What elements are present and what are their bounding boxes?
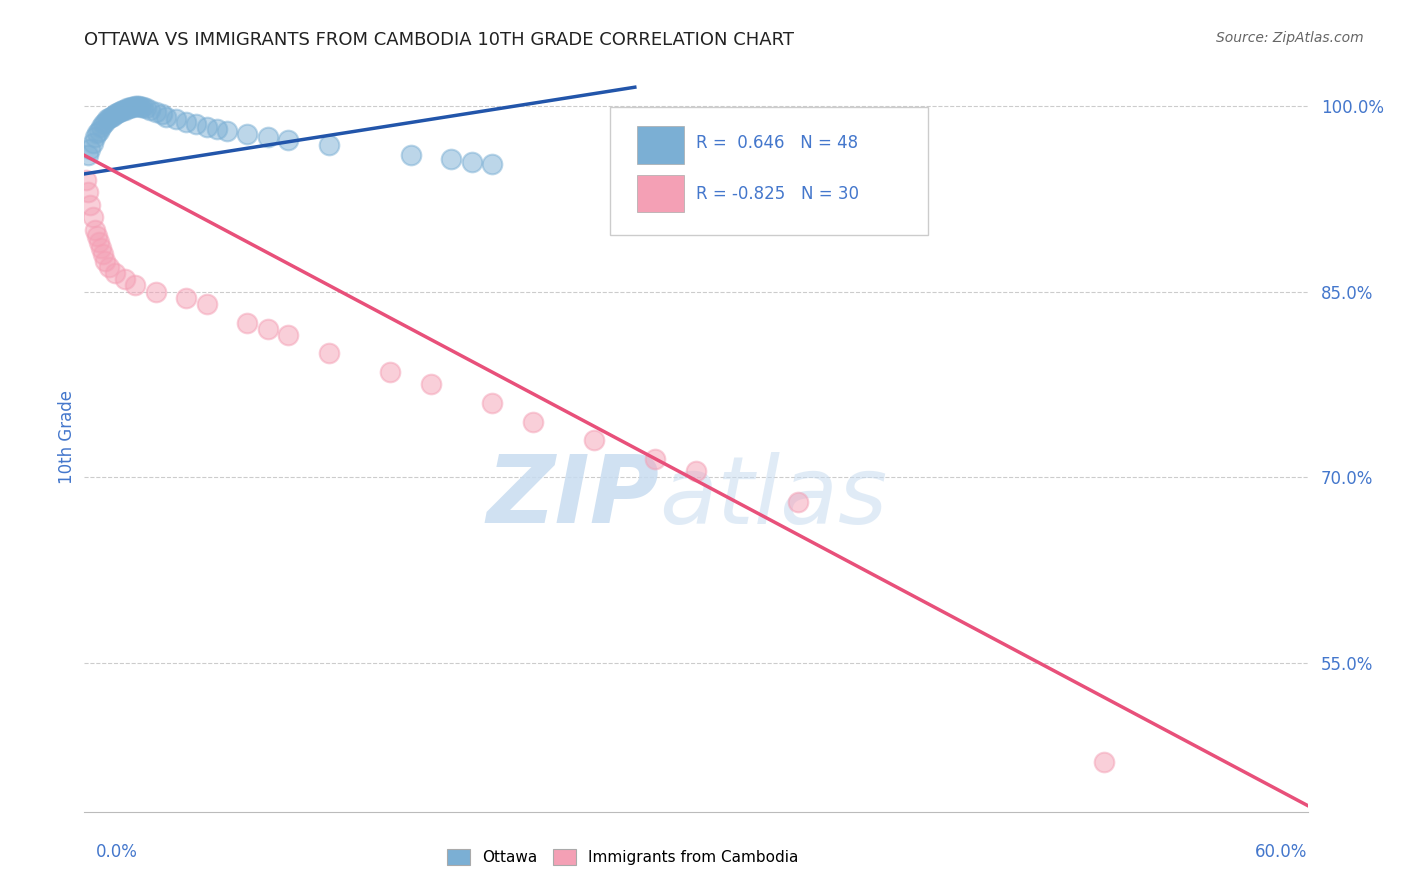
Point (110, 103, 132, 118)
Point (120, 100, 142, 114)
Text: ZIP: ZIP (486, 451, 659, 543)
Point (101, 109, 124, 123)
Point (97, 111, 120, 125)
Point (174, 115, 197, 129)
Point (277, 327, 299, 342)
Point (124, 99, 146, 113)
Point (93, 115, 115, 129)
Text: OTTAWA VS IMMIGRANTS FROM CAMBODIA 10TH GRADE CORRELATION CHART: OTTAWA VS IMMIGRANTS FROM CAMBODIA 10TH … (84, 31, 794, 49)
Point (86, 228, 108, 243)
Point (105, 106, 128, 120)
Point (138, 103, 160, 117)
Point (128, 99, 150, 113)
Point (145, 105, 167, 120)
Point (277, 133, 299, 147)
Point (420, 377, 443, 392)
Point (115, 101, 138, 115)
Point (93, 253, 115, 268)
Point (174, 291, 197, 305)
Point (87, 123, 110, 137)
Point (79, 142, 101, 156)
FancyBboxPatch shape (637, 175, 683, 212)
Point (79, 198, 101, 212)
Point (86, 126, 108, 140)
Point (145, 285, 167, 299)
Point (165, 112, 187, 127)
Point (91, 247, 114, 261)
Point (104, 107, 127, 121)
Point (118, 101, 141, 115)
Point (108, 105, 131, 120)
Point (97, 260, 120, 274)
Point (83, 222, 105, 236)
Text: atlas: atlas (659, 451, 887, 542)
Point (82, 136, 104, 150)
Point (124, 278, 146, 293)
Text: 60.0%: 60.0% (1256, 843, 1308, 861)
Point (205, 122, 228, 136)
Point (186, 117, 208, 131)
Text: R =  0.646   N = 48: R = 0.646 N = 48 (696, 135, 858, 153)
Text: 0.0%: 0.0% (96, 843, 138, 861)
Point (685, 464, 707, 478)
Point (522, 415, 544, 429)
FancyBboxPatch shape (610, 107, 928, 235)
FancyBboxPatch shape (637, 126, 683, 163)
Point (112, 103, 135, 117)
Point (440, 152, 463, 166)
Point (96, 112, 118, 127)
Text: Source: ZipAtlas.com: Source: ZipAtlas.com (1216, 31, 1364, 45)
Point (91, 117, 114, 131)
Point (83, 129, 105, 144)
Point (257, 322, 280, 336)
Legend: Ottawa, Immigrants from Cambodia: Ottawa, Immigrants from Cambodia (441, 843, 804, 871)
Point (87, 235, 110, 249)
Point (481, 157, 503, 171)
Point (461, 154, 484, 169)
Point (114, 103, 136, 117)
Point (77, 148, 100, 162)
Point (135, 101, 157, 115)
Point (236, 128, 259, 142)
Point (257, 129, 280, 144)
Point (481, 396, 503, 410)
Point (195, 297, 218, 311)
Point (122, 100, 145, 114)
Point (104, 266, 127, 280)
Point (318, 138, 340, 153)
Point (150, 107, 173, 121)
Point (217, 123, 239, 137)
Point (624, 167, 647, 181)
Point (131, 100, 153, 114)
Point (583, 433, 606, 447)
Point (1092, 755, 1115, 769)
Point (127, 99, 149, 113)
Point (132, 100, 155, 114)
Point (90, 241, 112, 255)
Point (380, 365, 402, 379)
Point (155, 110, 177, 124)
Text: R = -0.825   N = 30: R = -0.825 N = 30 (696, 185, 859, 202)
Point (114, 272, 136, 286)
Point (100, 110, 122, 124)
Point (77, 186, 100, 200)
Y-axis label: 10th Grade: 10th Grade (58, 390, 76, 484)
Point (90, 120, 112, 134)
Point (318, 346, 340, 360)
Point (75, 173, 97, 187)
Point (787, 495, 810, 509)
Point (644, 451, 666, 466)
Point (399, 148, 422, 162)
Point (195, 120, 218, 134)
Point (236, 316, 259, 330)
Point (82, 211, 104, 225)
